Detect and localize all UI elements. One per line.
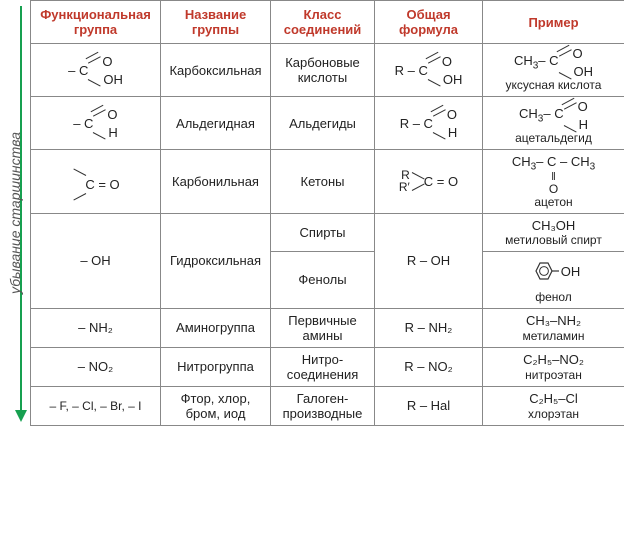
ex-formula: OH xyxy=(485,256,622,290)
row-hydroxyl-1: – OH Гидроксильная Спирты R – OH CH₃OH м… xyxy=(31,213,624,252)
cell-fg: – NO₂ xyxy=(31,347,161,386)
gf-h: H xyxy=(448,125,457,140)
cell-class: Карбоновые кислоты xyxy=(271,44,375,97)
cell-name: Фтор, хлор, бром, иод xyxy=(161,386,271,425)
gf-head: R – C xyxy=(400,116,433,131)
cell-gf: R – Hal xyxy=(375,386,483,425)
example-name: метиловый спирт xyxy=(485,233,622,247)
page: убывание старшинства Функциональная груп… xyxy=(0,0,624,426)
col-group-name: Название группы xyxy=(161,1,271,44)
cell-gf: R – NH₂ xyxy=(375,308,483,347)
example-name: фенол xyxy=(485,290,622,304)
cell-example: C₂H₅–NO₂ нитроэтан xyxy=(483,347,624,386)
cell-class: Фенолы xyxy=(271,252,375,309)
cell-fg: – F, – Cl, – Br, – I xyxy=(31,386,161,425)
cell-class: Первичные амины xyxy=(271,308,375,347)
example-name: метиламин xyxy=(485,329,622,343)
cell-fg: – NH₂ xyxy=(31,308,161,347)
ex-o: O xyxy=(485,183,622,195)
fg-head: – C xyxy=(73,116,93,131)
example-name: уксусная кислота xyxy=(485,78,622,92)
fg-o: O xyxy=(102,54,112,69)
ex-formula: C₂H₅–Cl xyxy=(485,391,622,407)
gf-o: O xyxy=(442,54,452,69)
fg-h: H xyxy=(108,125,117,140)
row-nitro: – NO₂ Нитрогруппа Нитро-соединения R – N… xyxy=(31,347,624,386)
row-carbonyl: C = O Карбонильная Кетоны R R′ xyxy=(31,150,624,214)
benzene-icon xyxy=(527,256,561,290)
col-class: Класс соединений xyxy=(271,1,375,44)
gf-tail: C = O xyxy=(424,174,458,189)
cell-name: Аминогруппа xyxy=(161,308,271,347)
table-header-row: Функциональная группа Название группы Кл… xyxy=(31,1,624,44)
cell-class: Галоген-производные xyxy=(271,386,375,425)
cell-class: Нитро-соединения xyxy=(271,347,375,386)
side-label: убывание старшинства xyxy=(7,132,23,294)
ex-formula: C₂H₅–NO₂ xyxy=(485,352,622,368)
row-aldehyde: – C O H Альдегидная Альдегиды R – C O xyxy=(31,97,624,150)
cell-example: C₂H₅–Cl хлорэтан xyxy=(483,386,624,425)
cell-class: Альдегиды xyxy=(271,97,375,150)
row-halogen: – F, – Cl, – Br, – I Фтор, хлор, бром, и… xyxy=(31,386,624,425)
col-example: Пример xyxy=(483,1,624,44)
cell-gf: R – NO₂ xyxy=(375,347,483,386)
gf-oh: OH xyxy=(443,72,463,87)
row-carboxyl: – C O OH Карбоксильная Карбоновые кислот… xyxy=(31,44,624,97)
cell-example: CH3– C O OH уксусная кислота xyxy=(483,44,624,97)
ex-oh: OH xyxy=(561,264,581,279)
cell-class: Кетоны xyxy=(271,150,375,214)
ex-formula: CH₃–NH₂ xyxy=(485,313,622,329)
cell-name: Гидроксильная xyxy=(161,213,271,308)
cell-name: Нитрогруппа xyxy=(161,347,271,386)
cell-gf: R R′ C = O xyxy=(375,150,483,214)
cell-fg: – C O OH xyxy=(31,44,161,97)
cell-name: Альдегидная xyxy=(161,97,271,150)
cell-fg: – OH xyxy=(31,213,161,308)
cell-fg: – C O H xyxy=(31,97,161,150)
ex-o: O xyxy=(578,99,588,115)
cell-fg: C = O xyxy=(31,150,161,214)
side-panel: убывание старшинства xyxy=(0,0,30,426)
fg-oh: OH xyxy=(103,72,123,87)
cell-example: CH₃OH метиловый спирт xyxy=(483,213,624,252)
example-name: нитроэтан xyxy=(485,368,622,382)
ex-head: CH3– C xyxy=(514,53,559,73)
cell-name: Карбоксильная xyxy=(161,44,271,97)
cell-gf: R – C O OH xyxy=(375,44,483,97)
fg-text: C = O xyxy=(85,177,119,192)
example-name: ацетальдегид xyxy=(485,131,622,145)
gf-rp: R′ xyxy=(399,181,410,193)
fg-head: – C xyxy=(68,63,88,78)
cell-gf: R – OH xyxy=(375,213,483,308)
fg-o: O xyxy=(107,107,117,122)
ex-o: O xyxy=(573,46,583,62)
cell-class: Спирты xyxy=(271,213,375,252)
functional-groups-table: Функциональная группа Название группы Кл… xyxy=(30,0,624,426)
cell-example: CH₃–NH₂ метиламин xyxy=(483,308,624,347)
example-name: хлорэтан xyxy=(485,407,622,421)
ex-head: CH3– C xyxy=(519,106,564,126)
gf-o: O xyxy=(447,107,457,122)
cell-example: CH3– C – CH3 ‖ O ацетон xyxy=(483,150,624,214)
col-general-formula: Общая формула xyxy=(375,1,483,44)
cell-example: OH фенол xyxy=(483,252,624,309)
gf-head: R – C xyxy=(395,63,428,78)
row-amino: – NH₂ Аминогруппа Первичные амины R – NH… xyxy=(31,308,624,347)
cell-name: Карбонильная xyxy=(161,150,271,214)
ex-formula: CH₃OH xyxy=(485,218,622,234)
col-functional-group: Функциональная группа xyxy=(31,1,161,44)
cell-example: CH3– C O H ацетальдегид xyxy=(483,97,624,150)
cell-gf: R – C O H xyxy=(375,97,483,150)
example-name: ацетон xyxy=(485,195,622,209)
